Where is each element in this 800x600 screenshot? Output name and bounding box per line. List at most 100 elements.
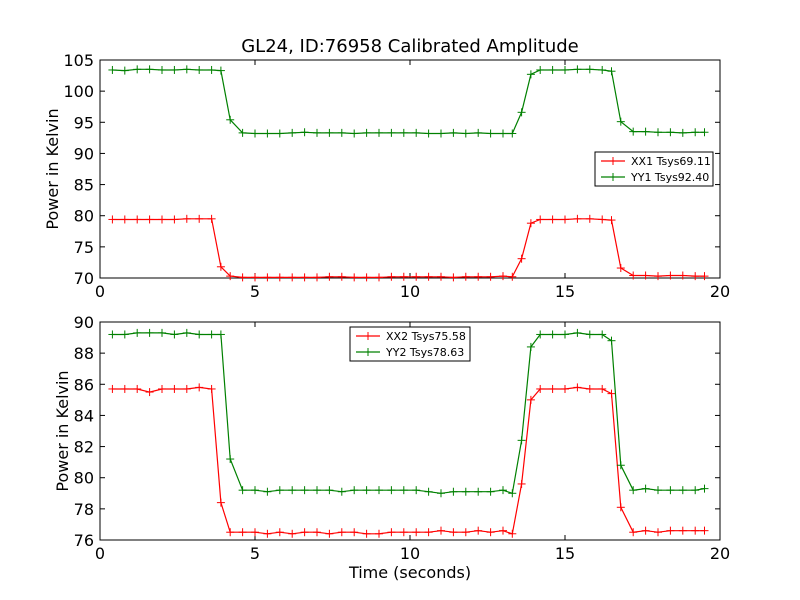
data-point [375,273,383,282]
data-point [275,528,284,537]
data-point [526,342,535,351]
data-point [120,330,129,339]
data-point [251,129,259,138]
data-point [607,336,616,345]
data-point [641,127,650,136]
y-tick-label: 70 [74,269,94,288]
data-point [607,216,616,225]
data-point [424,129,433,138]
data-point [133,65,142,74]
x-tick-label: 10 [400,282,420,301]
data-point [238,486,247,495]
data-point [375,486,383,495]
legend-item: XX2 Tsys75.58 [356,330,466,343]
legend-item: YY1 Tsys92.40 [601,171,709,184]
data-point [251,528,259,537]
data-point [526,395,535,404]
y-axis-label: Power in Kelvin [53,370,72,491]
data-point [641,271,650,280]
data-point [700,484,709,493]
data-point [108,65,117,74]
data-point [207,214,216,223]
data-point [300,486,309,495]
data-point [145,388,154,397]
x-tick-label: 0 [95,544,105,563]
data-point [216,66,225,75]
data-point [461,487,470,496]
data-point [517,108,526,117]
data-point [275,129,284,138]
data-point [182,214,191,223]
data-point [499,526,507,535]
data-point [288,529,297,538]
y-tick-label: 82 [74,438,94,457]
data-point [387,528,396,537]
data-point [238,128,247,137]
y-tick-label: 80 [74,207,94,226]
data-point [145,328,154,337]
data-point [375,529,383,538]
data-point [120,66,129,75]
subplot-1: 0 5 10 15 20 70 75 80 85 90 95 100 105 Power in Kelvi… [43,51,730,301]
data-point [120,384,129,393]
data-point [424,272,433,281]
data-point [170,215,179,224]
data-point [573,383,582,392]
data-point [337,128,346,137]
data-point [387,486,396,495]
series-1 [108,383,709,538]
data-point [654,272,662,281]
data-point [195,65,204,74]
data-point [275,273,284,282]
data-point [536,215,545,224]
data-point [325,486,334,495]
data-point [691,486,700,495]
data-point [238,528,247,537]
y-tick-label: 105 [63,51,94,70]
data-point [158,384,166,393]
series-1 [108,214,709,282]
data-point [226,272,235,281]
data-point [548,330,557,339]
data-point [350,486,359,495]
data-point [263,529,272,538]
data-point [598,384,607,393]
data-point [207,65,216,74]
data-point [486,528,495,537]
data-point [263,129,272,138]
data-point [313,128,321,137]
data-point [616,117,625,126]
data-point [313,528,321,537]
data-point [598,65,607,74]
data-point [641,526,650,535]
data-point [517,436,526,445]
data-point [158,65,166,74]
data-point [362,486,371,495]
data-point [195,214,204,223]
x-tick-label: 5 [250,544,260,563]
data-point [499,129,507,138]
data-point [536,384,545,393]
x-tick-label: 15 [555,282,575,301]
data-point [263,487,272,496]
data-point [678,526,687,535]
data-point [182,65,191,74]
data-point [616,264,625,273]
data-point [108,330,117,339]
data-point [437,129,445,138]
data-point [700,272,709,281]
legend-item: XX1 Tsys69.11 [601,155,711,168]
legend-item: YY2 Tsys78.63 [356,346,464,359]
legend-label: XX2 Tsys75.58 [386,330,466,343]
x-tick-label: 0 [95,282,105,301]
data-point [300,528,309,537]
data-point [362,128,371,137]
data-point [145,215,154,224]
data-point [461,129,470,138]
data-point [678,128,687,137]
y-tick-label: 90 [74,144,94,163]
data-point [629,127,638,136]
data-point [108,384,117,393]
data-point [561,384,569,393]
